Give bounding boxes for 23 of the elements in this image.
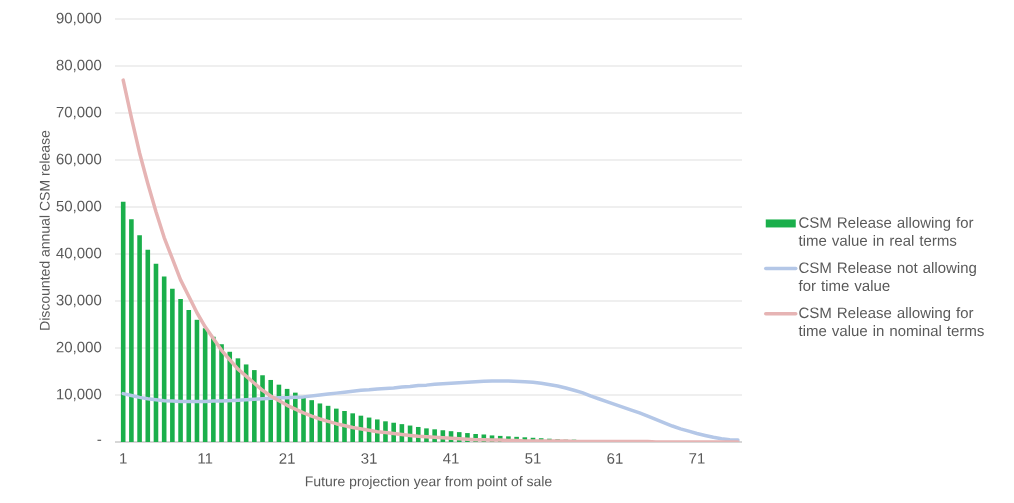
y-tick-label: 20,000 [56,341,102,355]
y-tick-label: 80,000 [56,59,102,73]
y-tick-label: 10,000 [57,388,102,402]
legend-label: CSM Release not allowing for time value [798,262,976,292]
legend-label: CSM Release allowing for time value in nominal terms [798,307,984,337]
x-tick-label: 61 [607,453,623,464]
y-tick-label: 70,000 [56,106,102,120]
y-tick-label: 60,000 [56,153,102,167]
x-tick-label: 11 [198,453,213,464]
y-tick-label: 90,000 [56,12,102,26]
y-axis-title: Discounted annual CSM release [39,130,50,330]
y-tick-label: 40,000 [56,247,102,261]
x-tick-label: 1 [120,453,127,464]
y-tick-label: 50,000 [56,200,102,214]
x-tick-label: 71 [689,453,705,464]
x-tick-label: 41 [443,453,459,464]
legend-label: CSM Release allowing for time value in real terms [798,216,974,246]
y-tick-label: 30,000 [56,294,102,308]
y-tick-label: - [97,439,102,441]
x-axis-title: Future projection year from point of sale [305,476,552,490]
x-tick-label: 51 [525,453,541,464]
x-tick-label: 31 [361,453,377,464]
x-tick-label: 21 [279,453,295,464]
